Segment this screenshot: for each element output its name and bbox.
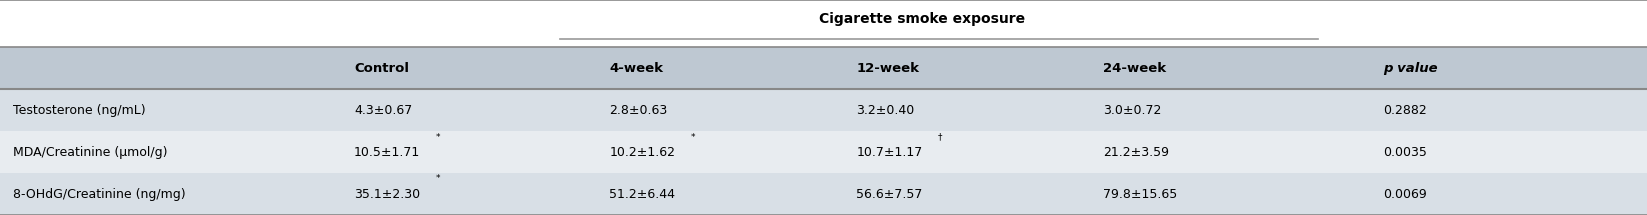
Text: Testosterone (ng/mL): Testosterone (ng/mL) bbox=[13, 104, 147, 117]
Text: 12-week: 12-week bbox=[856, 62, 919, 75]
Text: *: * bbox=[692, 133, 695, 141]
Text: 0.2882: 0.2882 bbox=[1383, 104, 1428, 117]
Text: 10.5±1.71: 10.5±1.71 bbox=[354, 146, 420, 159]
Text: MDA/Creatinine (μmol/g): MDA/Creatinine (μmol/g) bbox=[13, 146, 168, 159]
Bar bbox=[0, 131, 1647, 173]
Text: 24-week: 24-week bbox=[1103, 62, 1166, 75]
Text: *: * bbox=[435, 133, 440, 141]
Bar bbox=[0, 47, 1647, 89]
Bar bbox=[0, 89, 1647, 131]
Text: p value: p value bbox=[1383, 62, 1438, 75]
Bar bbox=[0, 173, 1647, 215]
Text: 35.1±2.30: 35.1±2.30 bbox=[354, 187, 420, 201]
Text: 0.0035: 0.0035 bbox=[1383, 146, 1428, 159]
Text: 4-week: 4-week bbox=[609, 62, 664, 75]
Text: 0.0069: 0.0069 bbox=[1383, 187, 1428, 201]
Text: 2.8±0.63: 2.8±0.63 bbox=[609, 104, 667, 117]
Text: 8-OHdG/Creatinine (ng/mg): 8-OHdG/Creatinine (ng/mg) bbox=[13, 187, 186, 201]
Text: *: * bbox=[435, 175, 440, 183]
Text: †: † bbox=[939, 133, 942, 141]
Text: 4.3±0.67: 4.3±0.67 bbox=[354, 104, 412, 117]
Text: 10.2±1.62: 10.2±1.62 bbox=[609, 146, 675, 159]
Text: 3.2±0.40: 3.2±0.40 bbox=[856, 104, 914, 117]
Text: Control: Control bbox=[354, 62, 408, 75]
Bar bbox=[0, 0, 1647, 47]
Text: 51.2±6.44: 51.2±6.44 bbox=[609, 187, 675, 201]
Text: Cigarette smoke exposure: Cigarette smoke exposure bbox=[819, 12, 1026, 26]
Text: 56.6±7.57: 56.6±7.57 bbox=[856, 187, 922, 201]
Text: 3.0±0.72: 3.0±0.72 bbox=[1103, 104, 1161, 117]
Text: 10.7±1.17: 10.7±1.17 bbox=[856, 146, 922, 159]
Text: 21.2±3.59: 21.2±3.59 bbox=[1103, 146, 1169, 159]
Text: 79.8±15.65: 79.8±15.65 bbox=[1103, 187, 1178, 201]
